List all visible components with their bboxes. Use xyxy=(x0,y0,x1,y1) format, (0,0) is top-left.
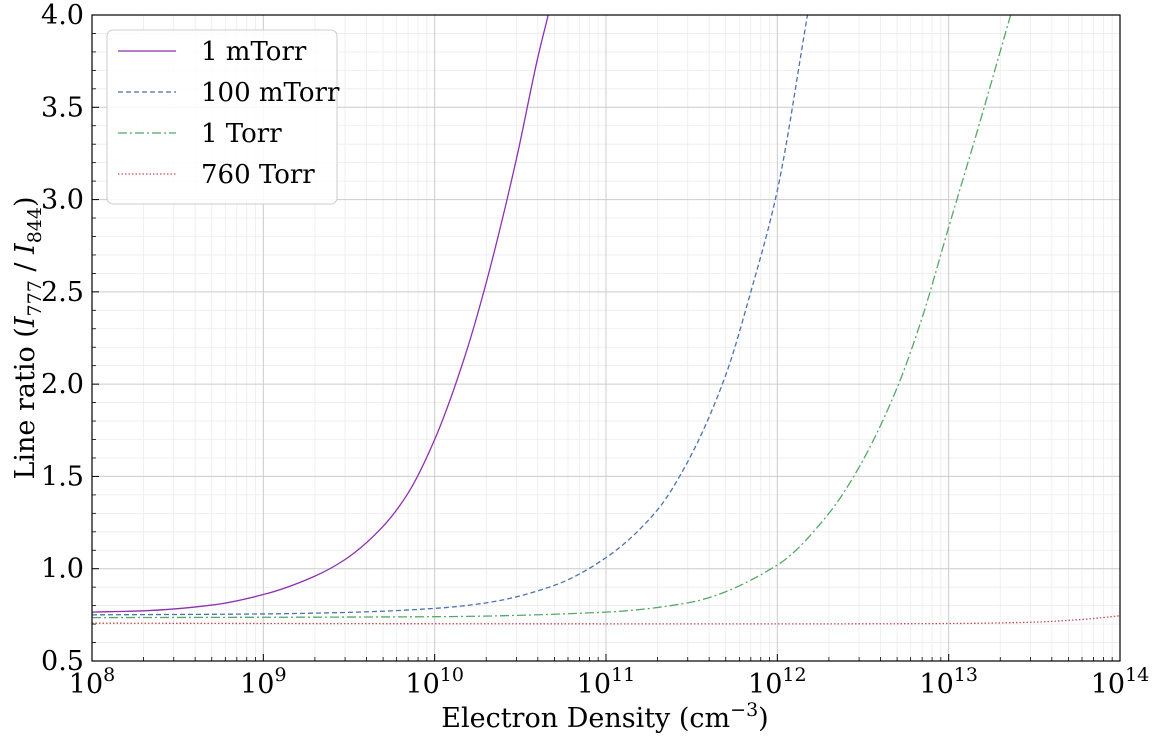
x-tick-label: 1013 xyxy=(919,664,978,700)
y-tick-label: 2.5 xyxy=(41,277,84,308)
y-axis-title: Line ratio (I777 / I844) xyxy=(10,196,46,479)
x-axis-title: Electron Density (cm−3) xyxy=(441,699,768,734)
x-tick-label: 109 xyxy=(240,664,286,700)
legend-box xyxy=(106,29,338,205)
x-axis-title-superscript: −3 xyxy=(730,699,758,721)
series-line-2 xyxy=(91,14,809,616)
legend-label: 760 Torr xyxy=(201,160,315,190)
y-tick-label: 3.0 xyxy=(41,185,84,216)
axis-ticks xyxy=(91,14,1121,662)
x-tick-label: 1011 xyxy=(577,664,636,700)
x-tick-label: 1010 xyxy=(405,664,464,700)
legend: 1 mTorr 100 mTorr 1 Torr 760 Torr xyxy=(106,29,340,205)
x-tick-label: 1012 xyxy=(748,664,807,700)
y-tick-labels: 0.5 1.0 1.5 2.0 2.5 3.0 3.5 4.0 xyxy=(41,0,84,677)
x-tick-label: 108 xyxy=(69,664,115,700)
y-tick-label: 1.0 xyxy=(41,554,84,585)
legend-label: 1 Torr xyxy=(201,119,282,149)
series-line-4 xyxy=(91,615,1121,625)
y-tick-label: 1.5 xyxy=(41,461,84,492)
x-tick-label: 1014 xyxy=(1091,664,1150,700)
y-tick-label: 2.0 xyxy=(41,369,84,400)
y-tick-label: 3.5 xyxy=(41,92,84,123)
series-line-1 xyxy=(91,14,549,613)
y-tick-label: 0.5 xyxy=(41,646,84,677)
legend-label: 1 mTorr xyxy=(201,37,307,67)
series-line-3 xyxy=(91,14,1012,619)
legend-label: 100 mTorr xyxy=(201,78,340,108)
x-tick-labels: 108 109 1010 1011 1012 1013 1014 xyxy=(69,664,1150,700)
series-lines xyxy=(91,14,1121,625)
y-tick-label: 4.0 xyxy=(41,0,84,31)
